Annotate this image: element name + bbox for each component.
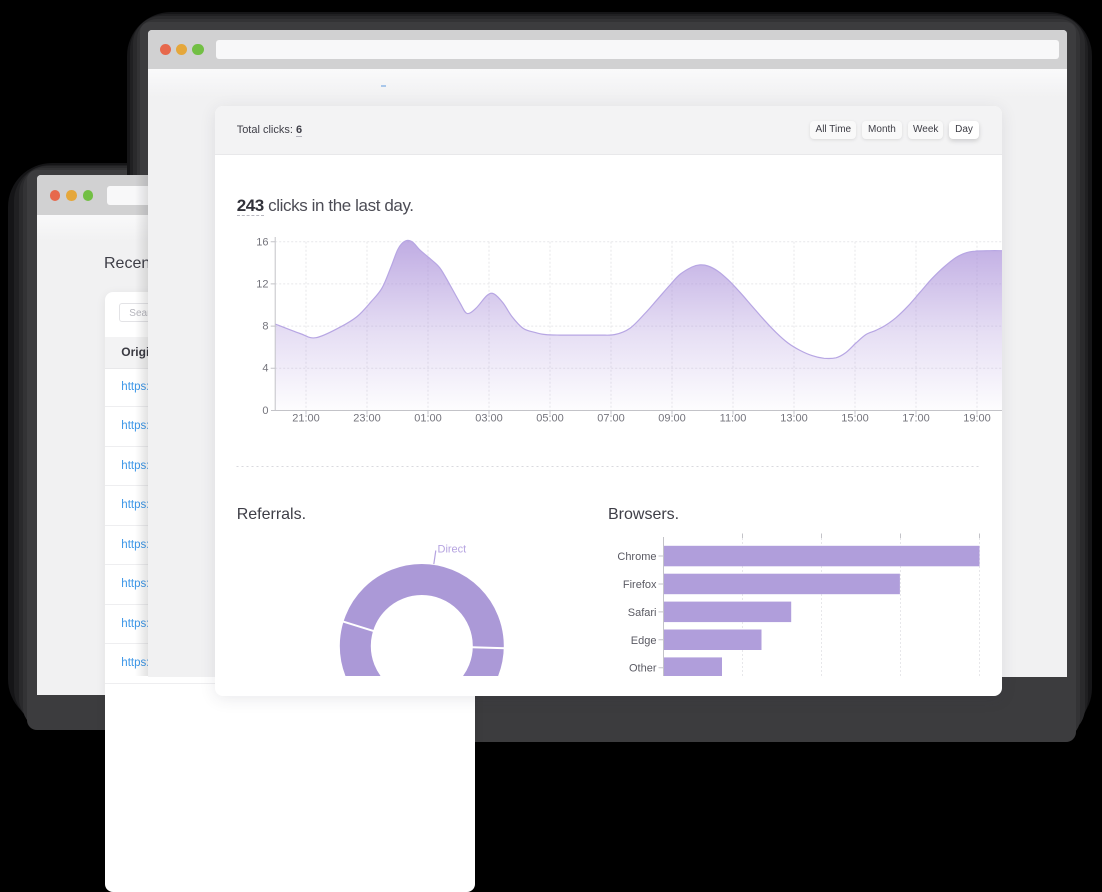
svg-text:23:00: 23:00 (353, 413, 381, 425)
svg-text:17:00: 17:00 (902, 413, 930, 425)
svg-text:Safari: Safari (628, 607, 657, 619)
svg-text:Chrome: Chrome (617, 551, 656, 563)
svg-text:21:00: 21:00 (292, 413, 320, 425)
svg-text:01:00: 01:00 (414, 413, 442, 425)
svg-text:16: 16 (256, 237, 268, 249)
svg-text:8: 8 (262, 321, 268, 333)
svg-text:Other: Other (629, 663, 657, 675)
svg-text:05:00: 05:00 (536, 413, 564, 425)
svg-text:Edge: Edge (631, 635, 657, 647)
svg-text:19:00: 19:00 (963, 413, 991, 425)
svg-text:15:00: 15:00 (841, 413, 869, 425)
svg-text:07:00: 07:00 (597, 413, 625, 425)
svg-text:11:00: 11:00 (720, 413, 747, 425)
svg-text:03:00: 03:00 (475, 413, 503, 425)
svg-text:Direct: Direct (438, 544, 467, 556)
svg-text:12: 12 (256, 279, 268, 291)
svg-text:4: 4 (262, 363, 268, 375)
svg-text:0: 0 (262, 405, 268, 417)
svg-text:09:00: 09:00 (658, 413, 686, 425)
svg-text:13:00: 13:00 (780, 413, 808, 425)
svg-text:Firefox: Firefox (623, 579, 657, 591)
